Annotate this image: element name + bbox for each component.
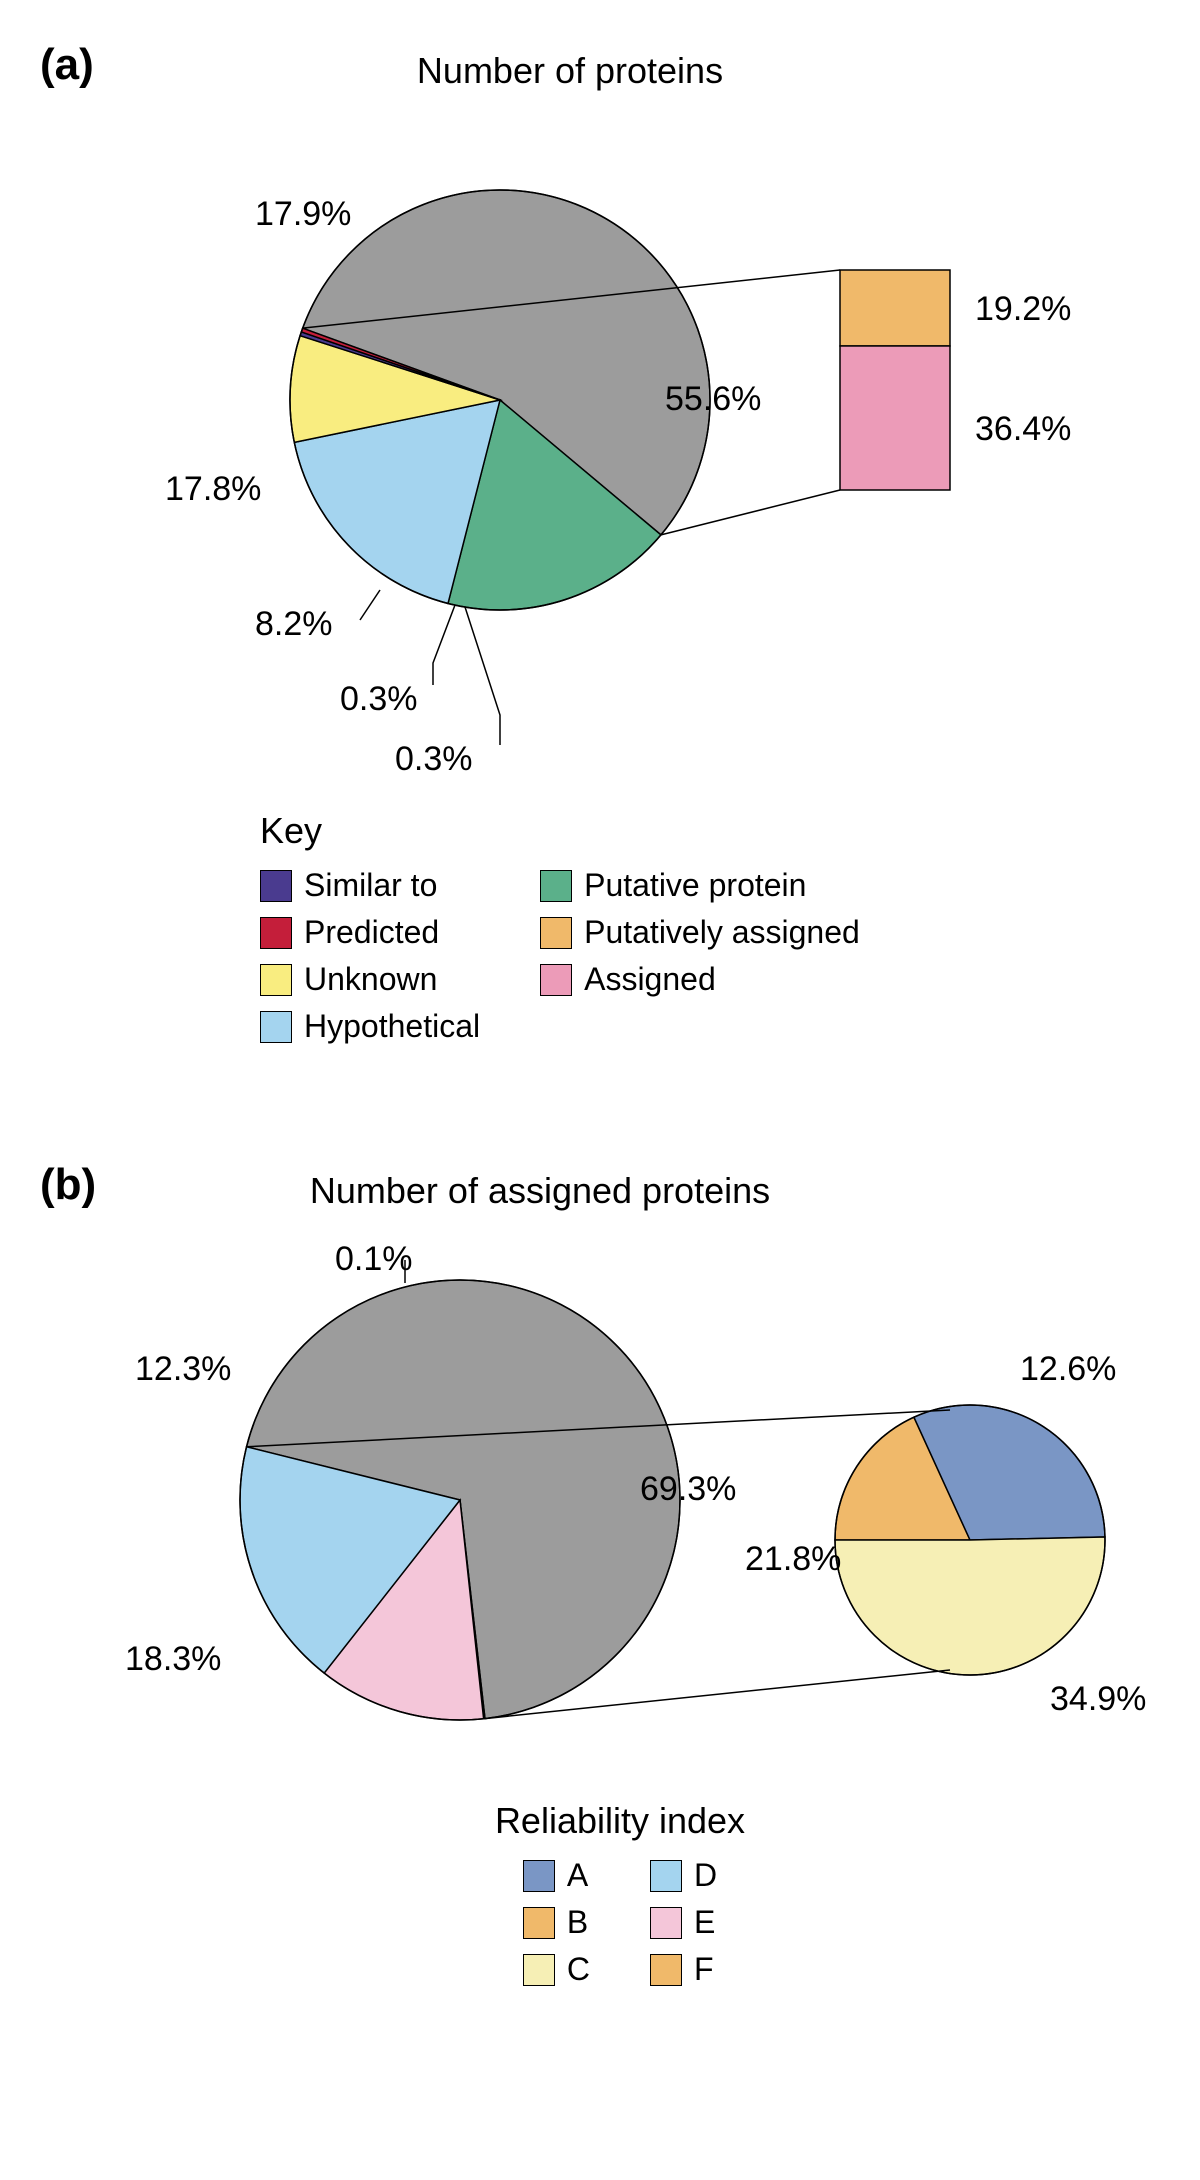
legend-label: Unknown bbox=[304, 961, 437, 998]
panel-a: (a) Number of proteins 17.9% 55.6% 17.8% 8.… bbox=[40, 40, 1160, 1080]
legend-swatch bbox=[523, 1907, 555, 1939]
pct-label: 12.3% bbox=[135, 1350, 231, 1389]
legend-swatch bbox=[523, 1860, 555, 1892]
pct-label: 55.6% bbox=[665, 380, 761, 419]
pct-label: 21.8% bbox=[745, 1540, 841, 1579]
legend-item: Unknown bbox=[260, 961, 480, 998]
legend-b-title: Reliability index bbox=[370, 1800, 870, 1842]
legend-item: Assigned bbox=[540, 961, 860, 998]
panel-a-title: Number of proteins bbox=[320, 50, 820, 92]
legend-item: B bbox=[523, 1904, 590, 1941]
panel-b-chart: 0.1% 12.3% 69.3% 18.3% 12.6% 21.8% 34.9% bbox=[100, 1220, 1180, 1780]
pct-label: 19.2% bbox=[975, 290, 1071, 329]
legend-item: D bbox=[650, 1857, 717, 1894]
legend-label: C bbox=[567, 1951, 590, 1988]
panel-a-label: (a) bbox=[40, 40, 94, 90]
panel-b-label: (b) bbox=[40, 1160, 96, 1210]
legend-swatch bbox=[540, 917, 572, 949]
pie-slice-c bbox=[835, 1537, 1105, 1675]
legend-item: Putatively assigned bbox=[540, 914, 860, 951]
pct-label: 0.3% bbox=[340, 680, 418, 719]
legend-label: Assigned bbox=[584, 961, 716, 998]
pct-label: 0.3% bbox=[395, 740, 473, 779]
legend-label: B bbox=[567, 1904, 588, 1941]
pct-label: 8.2% bbox=[255, 605, 333, 644]
legend-swatch bbox=[260, 1011, 292, 1043]
pct-label: 69.3% bbox=[640, 1470, 736, 1509]
pct-label: 18.3% bbox=[125, 1640, 221, 1679]
legend-label: A bbox=[567, 1857, 588, 1894]
breakout-segment-putatively-assigned bbox=[840, 270, 950, 346]
legend-item: Putative protein bbox=[540, 867, 860, 904]
legend-swatch bbox=[260, 870, 292, 902]
panel-b-title: Number of assigned proteins bbox=[240, 1170, 840, 1212]
legend-label: Similar to bbox=[304, 867, 437, 904]
legend-label: E bbox=[694, 1904, 715, 1941]
legend-swatch bbox=[650, 1907, 682, 1939]
pct-label: 0.1% bbox=[335, 1240, 413, 1279]
pct-label: 17.9% bbox=[255, 195, 351, 234]
legend-item: E bbox=[650, 1904, 717, 1941]
legend-item: Similar to bbox=[260, 867, 480, 904]
panel-b: (b) Number of assigned proteins 0.1% 12.3… bbox=[40, 1160, 1160, 2060]
panel-a-chart: 17.9%55.6%17.8%8.2%0.3%0.3%19.2%36.4% bbox=[120, 100, 1120, 780]
legend-label: Hypothetical bbox=[304, 1008, 480, 1045]
pct-label: 36.4% bbox=[975, 410, 1071, 449]
legend-item: F bbox=[650, 1951, 717, 1988]
legend-swatch bbox=[650, 1860, 682, 1892]
legend-label: Putative protein bbox=[584, 867, 806, 904]
panel-a-key: Key Similar to Predicted Unknown Hypothetic… bbox=[260, 810, 920, 1055]
legend-item: C bbox=[523, 1951, 590, 1988]
legend-swatch bbox=[260, 964, 292, 996]
breakout-segment-assigned bbox=[840, 346, 950, 490]
legend-label: Predicted bbox=[304, 914, 439, 951]
legend-item: Predicted bbox=[260, 914, 480, 951]
legend-swatch bbox=[260, 917, 292, 949]
legend-label: F bbox=[694, 1951, 714, 1988]
legend-item: Hypothetical bbox=[260, 1008, 480, 1045]
legend-swatch bbox=[650, 1954, 682, 1986]
pct-label: 12.6% bbox=[1020, 1350, 1116, 1389]
pct-label: 34.9% bbox=[1050, 1680, 1146, 1719]
legend-label: D bbox=[694, 1857, 717, 1894]
legend-a-title: Key bbox=[260, 810, 920, 852]
legend-swatch bbox=[540, 870, 572, 902]
legend-swatch bbox=[523, 1954, 555, 1986]
legend-item: A bbox=[523, 1857, 590, 1894]
legend-swatch bbox=[540, 964, 572, 996]
pct-label: 17.8% bbox=[165, 470, 261, 509]
panel-b-key: Reliability index ABC DEF bbox=[370, 1800, 870, 1998]
legend-label: Putatively assigned bbox=[584, 914, 860, 951]
